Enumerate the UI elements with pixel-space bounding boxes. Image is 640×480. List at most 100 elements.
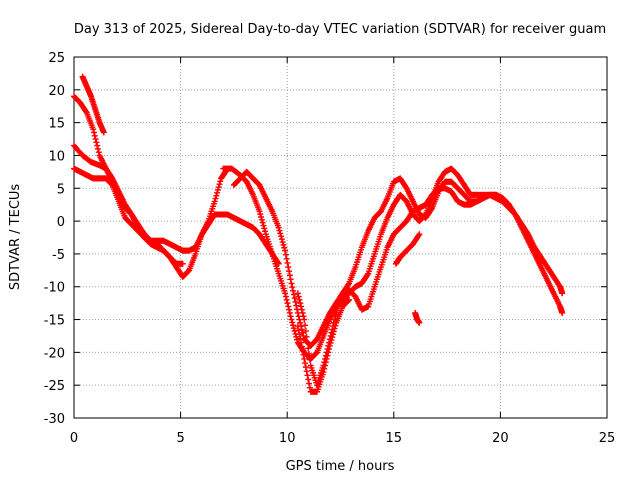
- data-point: [179, 260, 186, 267]
- data-point: [328, 337, 335, 344]
- data-point: [282, 290, 289, 297]
- data-point: [299, 347, 306, 354]
- data-points: [71, 73, 566, 395]
- data-point: [212, 195, 219, 202]
- data-point: [279, 239, 286, 246]
- data-point: [258, 216, 265, 223]
- data-point: [303, 333, 310, 340]
- data-point: [327, 339, 334, 346]
- data-point: [296, 296, 303, 303]
- series-trace-9: [412, 309, 423, 326]
- x-tick-label: 10: [279, 431, 296, 446]
- data-point: [290, 287, 297, 294]
- x-tick-label: 0: [70, 431, 78, 446]
- data-point: [296, 331, 303, 338]
- y-tick-label: 0: [57, 215, 65, 230]
- y-tick-label: -5: [52, 248, 65, 263]
- data-point: [505, 200, 512, 207]
- series-trace-3: [79, 73, 107, 136]
- data-point: [284, 300, 291, 307]
- y-tick-label: -30: [44, 412, 65, 427]
- data-point: [331, 325, 338, 332]
- data-point: [288, 316, 295, 323]
- data-point: [262, 228, 269, 235]
- y-tick-label: 20: [48, 84, 65, 99]
- data-point: [280, 241, 287, 248]
- data-point: [330, 328, 337, 335]
- data-point: [287, 276, 294, 283]
- data-point: [95, 149, 102, 156]
- data-point: [295, 293, 302, 300]
- data-point: [416, 231, 423, 238]
- data-point: [300, 313, 307, 320]
- data-point: [257, 211, 264, 218]
- data-point: [288, 280, 295, 287]
- data-point: [322, 359, 329, 366]
- data-point: [306, 380, 313, 387]
- data-point: [505, 201, 512, 208]
- data-point: [322, 362, 329, 369]
- series-trace-10: [392, 231, 423, 267]
- x-tick-label: 5: [176, 431, 184, 446]
- data-point: [214, 189, 221, 196]
- data-point: [289, 284, 296, 291]
- data-point: [287, 313, 294, 320]
- data-point: [292, 298, 299, 305]
- data-point: [291, 328, 298, 335]
- data-point: [294, 323, 301, 330]
- data-point: [305, 376, 312, 383]
- data-point: [290, 291, 297, 298]
- plot-frame: [73, 56, 608, 419]
- data-point: [290, 322, 297, 329]
- data-point: [298, 306, 305, 313]
- data-point: [282, 247, 289, 254]
- y-tick-label: -15: [44, 314, 65, 329]
- data-point: [298, 339, 305, 346]
- data-point: [295, 327, 302, 334]
- data-point: [303, 368, 310, 375]
- data-point: [302, 322, 309, 329]
- data-point: [289, 319, 296, 326]
- data-point: [302, 328, 309, 335]
- data-point: [294, 336, 301, 343]
- data-point: [559, 309, 566, 316]
- data-point: [94, 145, 101, 152]
- data-point: [285, 264, 292, 271]
- data-point: [416, 319, 423, 326]
- data-point: [211, 198, 218, 205]
- data-point: [346, 296, 353, 303]
- data-point: [300, 351, 307, 358]
- data-point: [324, 352, 331, 359]
- data-point: [332, 322, 339, 329]
- data-point: [215, 184, 222, 191]
- data-point: [299, 309, 306, 316]
- data-point: [306, 384, 313, 391]
- data-point: [283, 255, 290, 262]
- data-point: [305, 345, 312, 352]
- data-point: [298, 343, 305, 350]
- data-point: [277, 230, 284, 237]
- data-point: [290, 325, 297, 332]
- data-point: [286, 268, 293, 275]
- data-point: [299, 329, 306, 336]
- data-point: [278, 233, 285, 240]
- data-point: [283, 296, 290, 303]
- data-point: [90, 126, 97, 133]
- data-point: [300, 332, 307, 339]
- data-point: [93, 139, 100, 146]
- series-trace-2: [71, 142, 229, 280]
- data-point: [294, 290, 301, 297]
- data-point: [326, 346, 333, 353]
- data-point: [325, 349, 332, 356]
- y-tick-label: 15: [48, 117, 65, 132]
- chart-title: Day 313 of 2025, Sidereal Day-to-day VTE…: [74, 22, 606, 37]
- data-point: [90, 129, 97, 136]
- data-point: [94, 142, 101, 149]
- data-point: [256, 208, 263, 215]
- data-point: [345, 281, 352, 288]
- data-point: [214, 186, 221, 193]
- data-point: [217, 178, 224, 185]
- y-axis-label: SDTVAR / TECUs: [8, 184, 23, 291]
- data-point: [320, 369, 327, 376]
